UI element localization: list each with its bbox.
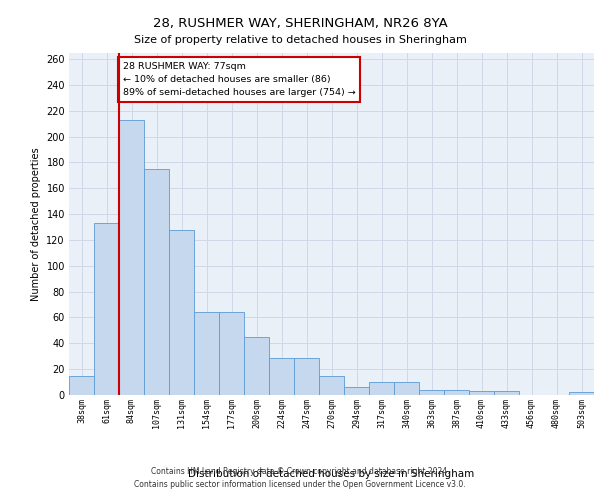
- Bar: [494, 391, 519, 395]
- Bar: [144, 169, 169, 395]
- Bar: [319, 376, 344, 395]
- Bar: [119, 120, 144, 395]
- Bar: [444, 390, 469, 395]
- X-axis label: Distribution of detached houses by size in Sheringham: Distribution of detached houses by size …: [188, 470, 475, 480]
- Bar: [269, 358, 294, 395]
- Bar: [344, 387, 369, 395]
- Y-axis label: Number of detached properties: Number of detached properties: [31, 147, 41, 300]
- Bar: [69, 376, 94, 395]
- Bar: [169, 230, 194, 395]
- Bar: [244, 337, 269, 395]
- Bar: [419, 390, 444, 395]
- Bar: [394, 382, 419, 395]
- Bar: [294, 358, 319, 395]
- Bar: [469, 391, 494, 395]
- Bar: [219, 312, 244, 395]
- Text: Contains HM Land Registry data © Crown copyright and database right 2024.
Contai: Contains HM Land Registry data © Crown c…: [134, 468, 466, 489]
- Text: Size of property relative to detached houses in Sheringham: Size of property relative to detached ho…: [134, 35, 466, 45]
- Bar: [569, 392, 594, 395]
- Text: 28, RUSHMER WAY, SHERINGHAM, NR26 8YA: 28, RUSHMER WAY, SHERINGHAM, NR26 8YA: [152, 18, 448, 30]
- Text: 28 RUSHMER WAY: 77sqm
← 10% of detached houses are smaller (86)
89% of semi-deta: 28 RUSHMER WAY: 77sqm ← 10% of detached …: [123, 62, 355, 97]
- Bar: [369, 382, 394, 395]
- Bar: [194, 312, 219, 395]
- Bar: [94, 223, 119, 395]
